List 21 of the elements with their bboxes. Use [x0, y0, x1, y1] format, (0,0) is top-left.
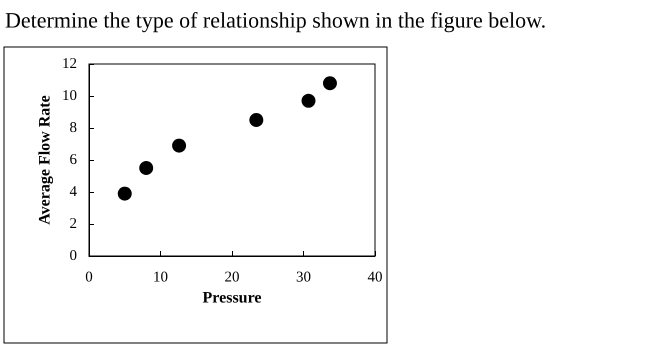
x-tick-label: 0 — [85, 270, 93, 286]
y-tick-label: 8 — [70, 120, 77, 136]
point — [302, 94, 316, 108]
point — [322, 76, 337, 90]
chart-title: Determine the type of relationship shown in the figure below. — [5, 8, 546, 32]
y-axis-title: Average Flow Rate — [36, 95, 54, 225]
y-tick-label: 10 — [62, 88, 77, 104]
y-tick-label: 4 — [70, 184, 78, 200]
point — [172, 138, 186, 153]
point — [118, 186, 132, 201]
x-tick-label: 10 — [153, 270, 168, 286]
y-tick-label: 12 — [62, 56, 77, 72]
y-tick-label: 6 — [70, 152, 78, 168]
point — [139, 161, 154, 175]
y-tick-label: 2 — [70, 216, 77, 232]
x-tick-label: 20 — [224, 270, 240, 286]
y-tick-label: 0 — [70, 248, 77, 264]
x-axis-title: Pressure — [202, 290, 262, 306]
x-tick-label: 40 — [368, 270, 382, 286]
point — [249, 113, 264, 127]
x-tick-label: 30 — [296, 270, 311, 286]
